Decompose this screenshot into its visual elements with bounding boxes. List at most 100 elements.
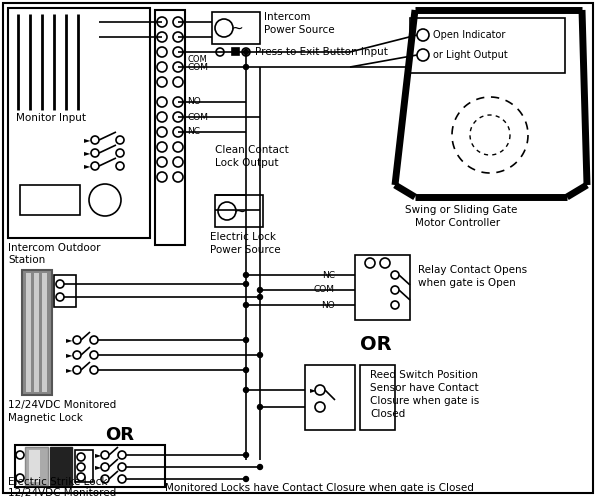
Circle shape <box>173 62 183 72</box>
Text: ~: ~ <box>231 20 243 36</box>
Circle shape <box>391 271 399 279</box>
Circle shape <box>257 352 262 358</box>
Circle shape <box>315 402 325 412</box>
Text: 12/24VDC Monitored: 12/24VDC Monitored <box>8 400 116 410</box>
Text: COM: COM <box>187 62 208 72</box>
Bar <box>410 18 565 73</box>
Circle shape <box>157 97 167 107</box>
Text: Monitored Locks have Contact Closure when gate is Closed: Monitored Locks have Contact Closure whe… <box>165 483 474 493</box>
Circle shape <box>89 184 121 216</box>
Bar <box>75 450 93 482</box>
Bar <box>15 445 165 487</box>
Circle shape <box>91 136 99 144</box>
Circle shape <box>77 473 85 481</box>
Bar <box>50 447 72 485</box>
Text: Power Source: Power Source <box>210 245 281 255</box>
Circle shape <box>116 162 124 170</box>
Bar <box>26 273 31 392</box>
Circle shape <box>173 97 183 107</box>
Circle shape <box>157 32 167 42</box>
Circle shape <box>173 47 183 57</box>
Bar <box>215 195 263 227</box>
Circle shape <box>118 475 126 483</box>
Circle shape <box>157 62 167 72</box>
Text: Motor Controller: Motor Controller <box>415 218 500 228</box>
Circle shape <box>157 127 167 137</box>
Circle shape <box>242 48 250 56</box>
Text: NO: NO <box>187 98 201 106</box>
Text: Intercom: Intercom <box>264 12 311 22</box>
Text: Magnetic Lock: Magnetic Lock <box>8 413 83 423</box>
Text: Lock Output: Lock Output <box>215 158 278 168</box>
Text: Closure when gate is: Closure when gate is <box>370 396 479 406</box>
Text: Monitor Input: Monitor Input <box>16 113 86 123</box>
Circle shape <box>391 301 399 309</box>
Circle shape <box>257 294 262 300</box>
Circle shape <box>244 64 249 70</box>
Text: COM: COM <box>314 286 335 294</box>
Circle shape <box>157 17 167 27</box>
Bar <box>29 450 40 482</box>
Circle shape <box>244 272 249 278</box>
Circle shape <box>73 336 81 344</box>
Circle shape <box>101 451 109 459</box>
Circle shape <box>118 463 126 471</box>
Text: ►: ► <box>95 462 101 471</box>
Bar <box>22 270 52 395</box>
Bar <box>155 10 185 245</box>
Circle shape <box>244 388 249 392</box>
Circle shape <box>244 302 249 308</box>
Text: 12/24VDC Monitored: 12/24VDC Monitored <box>8 488 116 498</box>
Bar <box>232 48 239 55</box>
Circle shape <box>173 127 183 137</box>
Circle shape <box>257 288 262 292</box>
Text: ►: ► <box>310 386 316 394</box>
Text: OR: OR <box>360 336 392 354</box>
Circle shape <box>218 202 236 220</box>
Text: Sensor have Contact: Sensor have Contact <box>370 383 479 393</box>
Text: ►: ► <box>66 350 73 360</box>
Bar <box>34 273 39 392</box>
Circle shape <box>90 351 98 359</box>
Text: NO: NO <box>321 300 335 310</box>
Text: Clean Contact: Clean Contact <box>215 145 288 155</box>
Bar <box>360 365 395 430</box>
Text: ►: ► <box>84 162 91 170</box>
Circle shape <box>365 258 375 268</box>
Bar <box>305 365 355 430</box>
Circle shape <box>244 338 249 342</box>
Circle shape <box>215 19 233 37</box>
Bar <box>20 185 80 215</box>
Text: ►: ► <box>66 366 73 374</box>
Text: when gate is Open: when gate is Open <box>418 278 516 288</box>
Bar <box>42 273 47 392</box>
Circle shape <box>116 149 124 157</box>
Text: ►: ► <box>84 148 91 158</box>
Text: Electric Strike Lock: Electric Strike Lock <box>8 477 107 487</box>
Circle shape <box>244 368 249 372</box>
Text: OR: OR <box>105 426 134 444</box>
Circle shape <box>118 451 126 459</box>
Circle shape <box>157 172 167 182</box>
Circle shape <box>244 452 249 458</box>
Text: Closed: Closed <box>370 409 405 419</box>
Text: Station: Station <box>8 255 45 265</box>
Circle shape <box>391 286 399 294</box>
Circle shape <box>77 463 85 471</box>
Text: NC: NC <box>322 270 335 280</box>
Circle shape <box>56 293 64 301</box>
Text: Relay Contact Opens: Relay Contact Opens <box>418 265 527 275</box>
Circle shape <box>77 453 85 461</box>
Circle shape <box>173 77 183 87</box>
Circle shape <box>91 162 99 170</box>
Text: NC: NC <box>187 128 200 136</box>
Text: or Light Output: or Light Output <box>433 50 508 60</box>
Circle shape <box>380 258 390 268</box>
Circle shape <box>244 476 249 482</box>
Circle shape <box>417 49 429 61</box>
Circle shape <box>101 463 109 471</box>
Circle shape <box>257 464 262 469</box>
Text: ►: ► <box>66 336 73 344</box>
Text: Intercom Outdoor: Intercom Outdoor <box>8 243 101 253</box>
Bar <box>8 8 150 238</box>
